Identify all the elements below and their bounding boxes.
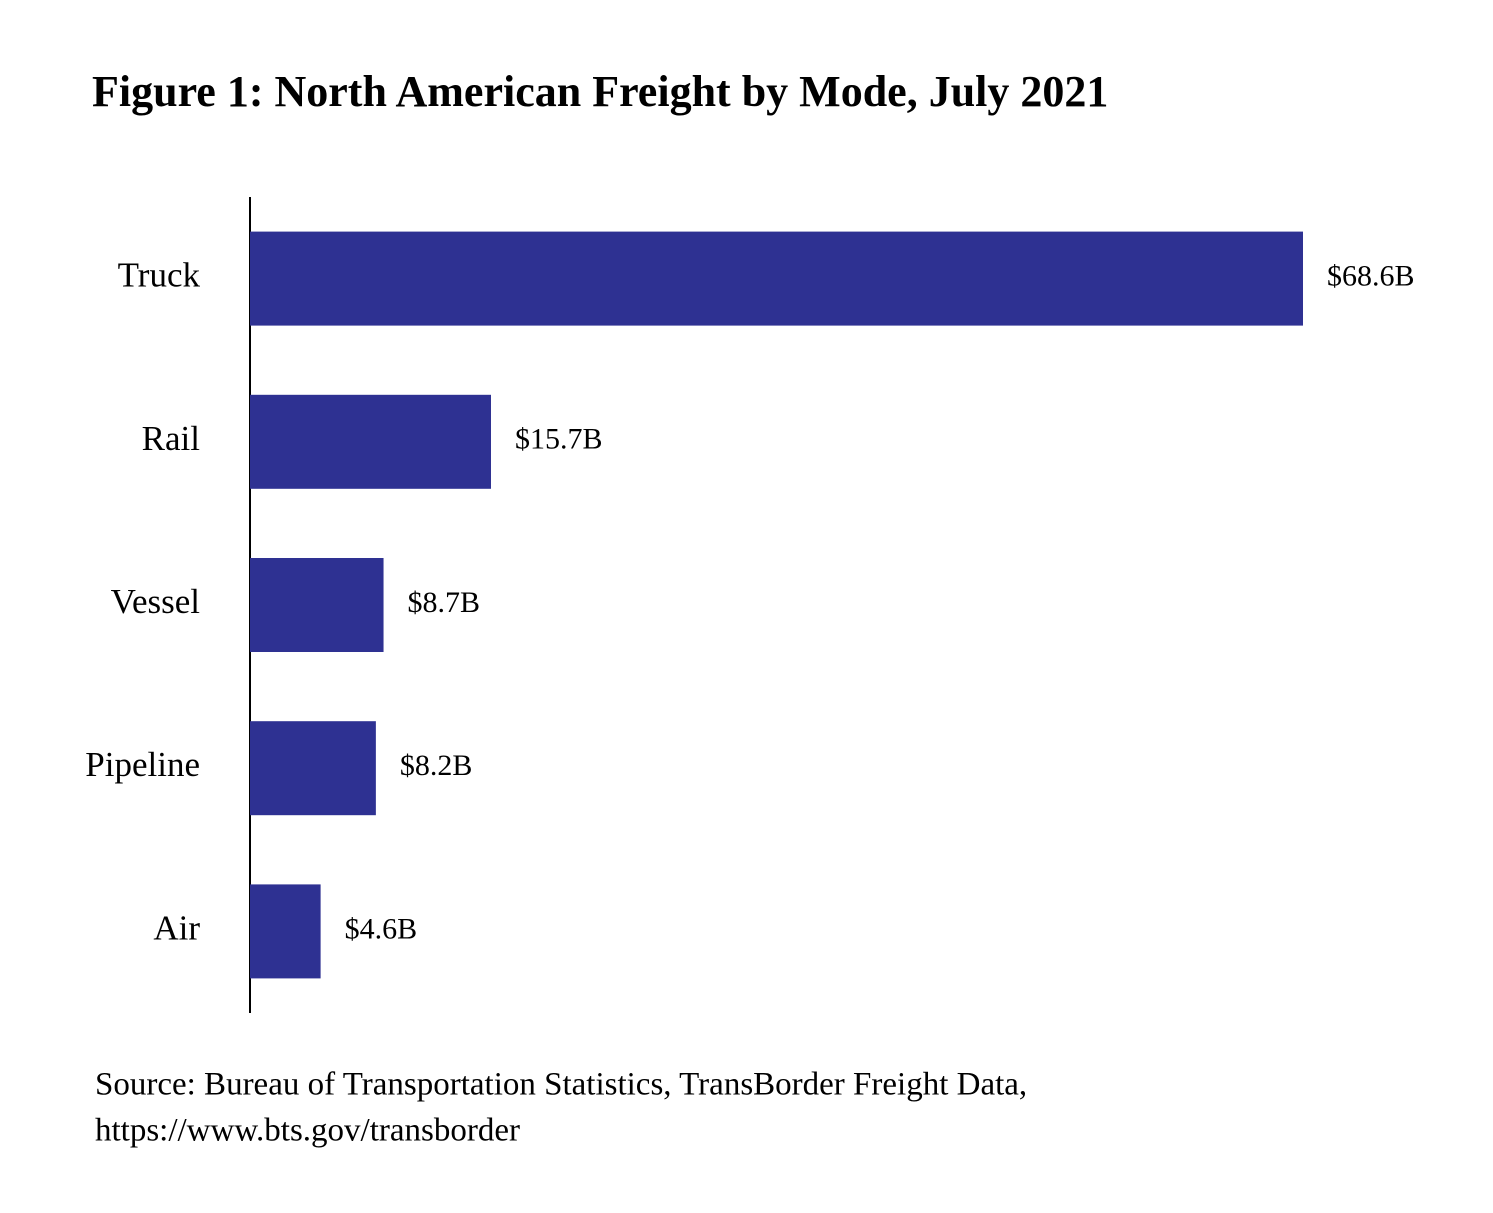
y-tick-label: Truck: [118, 256, 201, 295]
data-label: $8.7B: [408, 586, 481, 619]
data-label: $4.6B: [345, 912, 418, 945]
bar: [250, 231, 1303, 326]
data-label: $15.7B: [515, 423, 603, 456]
y-tick-label: Pipeline: [85, 745, 200, 784]
y-tick-label: Vessel: [111, 582, 201, 621]
chart-title: Figure 1: North American Freight by Mode…: [92, 67, 1108, 116]
source: https://www.bts.gov/transborder: [95, 1113, 520, 1149]
y-tick-label: Rail: [142, 419, 201, 458]
bar: [250, 721, 376, 816]
bar: [250, 394, 491, 489]
bar: [250, 884, 321, 979]
y-tick-label: Air: [153, 908, 200, 947]
data-label: $68.6B: [1327, 259, 1415, 292]
source: Source: Bureau of Transportation Statist…: [95, 1067, 1027, 1103]
data-label: $8.2B: [400, 749, 473, 782]
bar: [250, 558, 384, 652]
